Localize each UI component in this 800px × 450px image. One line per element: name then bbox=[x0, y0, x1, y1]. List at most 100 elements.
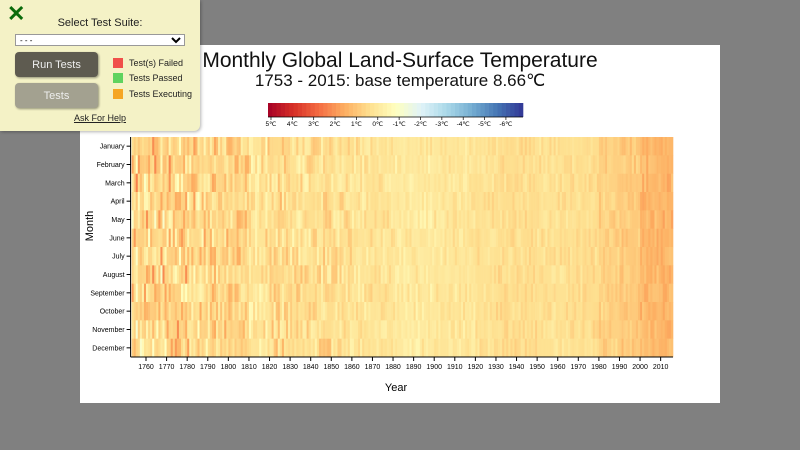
heatmap-cell[interactable] bbox=[590, 320, 594, 339]
heatmap-cell[interactable] bbox=[166, 247, 169, 266]
heatmap-cell[interactable] bbox=[393, 338, 396, 358]
heatmap-cell[interactable] bbox=[183, 228, 186, 248]
heatmap-cell[interactable] bbox=[539, 155, 542, 174]
heatmap-cell[interactable] bbox=[275, 265, 279, 284]
heatmap-cell[interactable] bbox=[442, 173, 445, 193]
heatmap-cell[interactable] bbox=[450, 338, 454, 358]
heatmap-cell[interactable] bbox=[458, 137, 462, 156]
heatmap-cell[interactable] bbox=[423, 247, 427, 266]
heatmap-cell[interactable] bbox=[292, 265, 295, 284]
heatmap-cell[interactable] bbox=[481, 155, 484, 174]
heatmap-cell[interactable] bbox=[559, 320, 563, 339]
heatmap-cell[interactable] bbox=[178, 283, 182, 303]
heatmap-cell[interactable] bbox=[520, 155, 524, 174]
heatmap-cell[interactable] bbox=[176, 320, 180, 339]
heatmap-cell[interactable] bbox=[633, 155, 637, 174]
heatmap-cell[interactable] bbox=[378, 173, 381, 193]
heatmap-cell[interactable] bbox=[481, 173, 484, 193]
heatmap-cell[interactable] bbox=[586, 338, 589, 358]
heatmap-cell[interactable] bbox=[512, 320, 515, 339]
heatmap-cell[interactable] bbox=[502, 210, 505, 229]
heatmap-cell[interactable] bbox=[533, 283, 536, 303]
heatmap-cell[interactable] bbox=[176, 192, 180, 211]
heatmap-cell[interactable] bbox=[572, 228, 575, 248]
heatmap-cell[interactable] bbox=[292, 210, 295, 229]
heatmap-cell[interactable] bbox=[483, 228, 486, 248]
heatmap-cell[interactable] bbox=[244, 265, 248, 284]
heatmap-cell[interactable] bbox=[549, 137, 552, 156]
heatmap-cell[interactable] bbox=[635, 173, 639, 193]
heatmap-cell[interactable] bbox=[619, 320, 622, 339]
heatmap-cell[interactable] bbox=[454, 210, 458, 229]
heatmap-cell[interactable] bbox=[386, 155, 390, 174]
heatmap-cell[interactable] bbox=[366, 302, 369, 321]
heatmap-cell[interactable] bbox=[541, 155, 544, 174]
heatmap-cell[interactable] bbox=[421, 302, 425, 321]
heatmap-cell[interactable] bbox=[615, 210, 618, 229]
heatmap-cell[interactable] bbox=[568, 155, 571, 174]
heatmap-cell[interactable] bbox=[460, 338, 464, 358]
heatmap-cell[interactable] bbox=[224, 283, 227, 303]
heatmap-cell[interactable] bbox=[493, 137, 497, 156]
heatmap-cell[interactable] bbox=[133, 210, 137, 229]
heatmap-cell[interactable] bbox=[528, 338, 532, 358]
heatmap-cell[interactable] bbox=[479, 173, 482, 193]
heatmap-cell[interactable] bbox=[181, 338, 184, 358]
heatmap-cell[interactable] bbox=[152, 283, 155, 303]
heatmap-cell[interactable] bbox=[133, 302, 137, 321]
heatmap-cell[interactable] bbox=[572, 302, 575, 321]
heatmap-cell[interactable] bbox=[240, 283, 244, 303]
heatmap-cell[interactable] bbox=[578, 247, 581, 266]
heatmap-cell[interactable] bbox=[131, 247, 134, 266]
heatmap-cell[interactable] bbox=[594, 247, 598, 266]
heatmap-cell[interactable] bbox=[520, 137, 524, 156]
heatmap-cell[interactable] bbox=[347, 228, 351, 248]
heatmap-cell[interactable] bbox=[193, 228, 196, 248]
heatmap-cell[interactable] bbox=[380, 320, 384, 339]
heatmap-cell[interactable] bbox=[481, 265, 484, 284]
heatmap-cell[interactable] bbox=[668, 302, 672, 321]
heatmap-cell[interactable] bbox=[619, 192, 622, 211]
heatmap-cell[interactable] bbox=[152, 338, 155, 358]
heatmap-cell[interactable] bbox=[623, 247, 626, 266]
heatmap-cell[interactable] bbox=[306, 192, 309, 211]
heatmap-cell[interactable] bbox=[477, 338, 480, 358]
heatmap-cell[interactable] bbox=[448, 320, 451, 339]
heatmap-cell[interactable] bbox=[226, 302, 229, 321]
heatmap-cell[interactable] bbox=[152, 155, 155, 174]
heatmap-cell[interactable] bbox=[559, 192, 563, 211]
heatmap-cell[interactable] bbox=[629, 192, 633, 211]
heatmap-cell[interactable] bbox=[271, 338, 274, 358]
heatmap-cell[interactable] bbox=[345, 283, 349, 303]
heatmap-cell[interactable] bbox=[213, 302, 217, 321]
heatmap-cell[interactable] bbox=[384, 265, 388, 284]
heatmap-cell[interactable] bbox=[454, 192, 458, 211]
heatmap-cell[interactable] bbox=[296, 320, 299, 339]
heatmap-cell[interactable] bbox=[255, 320, 258, 339]
heatmap-cell[interactable] bbox=[452, 302, 456, 321]
heatmap-cell[interactable] bbox=[393, 210, 396, 229]
heatmap-cell[interactable] bbox=[285, 228, 289, 248]
heatmap-cell[interactable] bbox=[390, 173, 394, 193]
heatmap-cell[interactable] bbox=[574, 338, 577, 358]
heatmap-cell[interactable] bbox=[314, 173, 318, 193]
heatmap-cell[interactable] bbox=[594, 283, 598, 303]
heatmap-cell[interactable] bbox=[650, 338, 653, 358]
heatmap-cell[interactable] bbox=[504, 155, 507, 174]
heatmap-cell[interactable] bbox=[376, 247, 379, 266]
heatmap-cell[interactable] bbox=[152, 137, 155, 156]
heatmap-cell[interactable] bbox=[541, 338, 544, 358]
heatmap-cell[interactable] bbox=[533, 265, 536, 284]
heatmap-cell[interactable] bbox=[491, 137, 495, 156]
heatmap-cell[interactable] bbox=[174, 210, 178, 229]
heatmap-cell[interactable] bbox=[261, 210, 264, 229]
heatmap-cell[interactable] bbox=[405, 137, 408, 156]
heatmap-cell[interactable] bbox=[195, 155, 198, 174]
heatmap-cell[interactable] bbox=[213, 137, 217, 156]
heatmap-cell[interactable] bbox=[335, 173, 338, 193]
heatmap-cell[interactable] bbox=[541, 302, 544, 321]
heatmap-cell[interactable] bbox=[374, 210, 377, 229]
heatmap-cell[interactable] bbox=[450, 283, 454, 303]
heatmap-cell[interactable] bbox=[382, 137, 386, 156]
heatmap-cell[interactable] bbox=[263, 228, 266, 248]
